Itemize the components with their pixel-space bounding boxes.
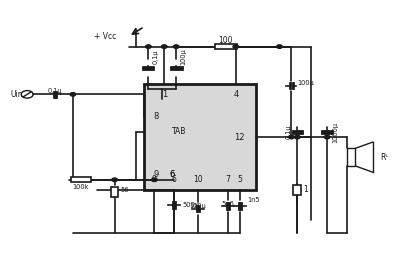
Bar <box>346 148 355 166</box>
Text: 100k: 100k <box>72 184 89 190</box>
Text: 100µ: 100µ <box>190 203 206 209</box>
Text: Rᴸ: Rᴸ <box>381 153 389 162</box>
Text: 7: 7 <box>225 175 230 184</box>
Text: 0,1µ: 0,1µ <box>285 125 291 139</box>
Text: + Vcc: + Vcc <box>94 32 116 41</box>
Text: 9: 9 <box>154 170 159 179</box>
Text: 5n6: 5n6 <box>222 201 234 207</box>
Text: 100µ: 100µ <box>180 48 186 65</box>
Text: 0,1µ: 0,1µ <box>152 50 158 64</box>
Text: 1: 1 <box>303 185 308 194</box>
Text: 56: 56 <box>120 187 129 193</box>
Circle shape <box>70 92 76 96</box>
Text: 500µ: 500µ <box>182 202 199 208</box>
Bar <box>215 44 237 49</box>
Circle shape <box>146 45 151 48</box>
Text: TAB: TAB <box>172 127 186 136</box>
Text: 6: 6 <box>170 170 175 179</box>
Circle shape <box>233 45 238 48</box>
Text: 1n5: 1n5 <box>248 197 260 203</box>
Circle shape <box>152 178 157 182</box>
Bar <box>144 84 256 190</box>
Text: 12: 12 <box>234 133 245 141</box>
Circle shape <box>277 45 282 48</box>
Text: 10: 10 <box>193 175 203 184</box>
Text: 8: 8 <box>154 113 159 121</box>
Text: Uin: Uin <box>11 90 23 99</box>
Circle shape <box>173 45 179 48</box>
Bar <box>111 187 118 197</box>
Text: 6: 6 <box>170 170 175 179</box>
Circle shape <box>162 45 167 48</box>
Text: 4: 4 <box>233 90 238 99</box>
Text: 0,1µ: 0,1µ <box>48 88 62 93</box>
Circle shape <box>294 135 300 139</box>
Text: 100µ: 100µ <box>297 80 314 86</box>
Circle shape <box>288 135 294 139</box>
Text: 9: 9 <box>152 175 157 184</box>
Bar <box>71 178 91 182</box>
Text: 100: 100 <box>218 36 233 45</box>
Text: 1: 1 <box>162 90 167 99</box>
Text: 1000µ: 1000µ <box>332 121 338 142</box>
Text: 5: 5 <box>237 175 242 184</box>
Text: 6: 6 <box>172 175 177 184</box>
Circle shape <box>324 135 330 139</box>
Bar <box>293 185 301 195</box>
Circle shape <box>112 178 117 182</box>
